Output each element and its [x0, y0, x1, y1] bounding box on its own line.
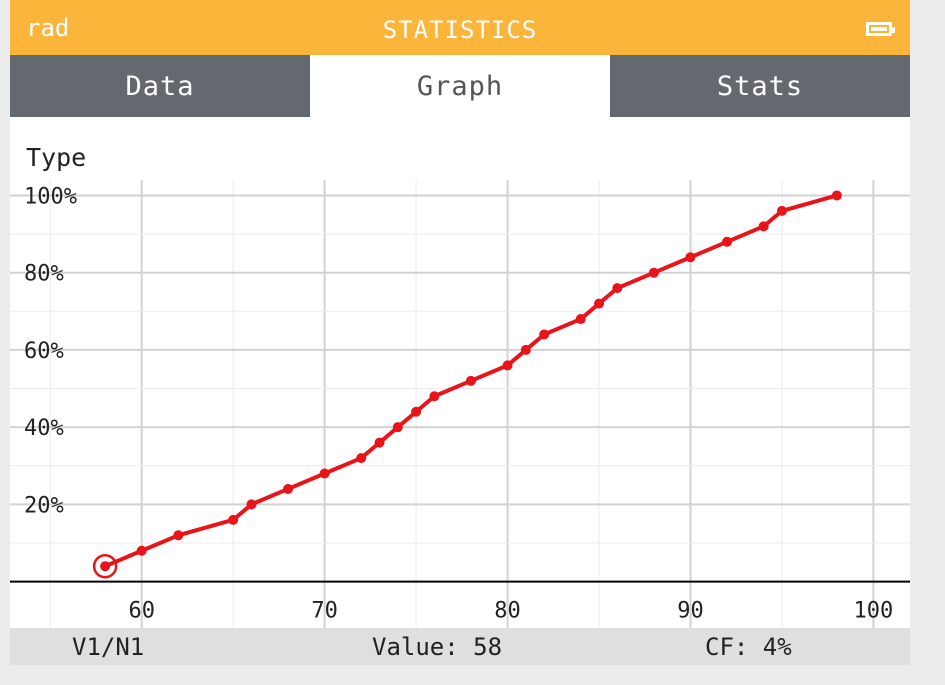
data-point [411, 406, 422, 417]
data-point [594, 298, 605, 309]
selected-value: Value: 58 [372, 633, 503, 661]
selection-cursor [92, 553, 118, 579]
calculator-screen: rad STATISTICS Data Graph Stats Type 20%… [10, 0, 910, 665]
tab-graph[interactable]: Graph [310, 55, 610, 117]
data-point [612, 283, 623, 294]
data-point [722, 236, 733, 247]
y-tick-label: 40% [24, 416, 64, 441]
data-point [246, 499, 257, 510]
cumulative-frequency: CF: 4% [705, 633, 792, 661]
data-point [319, 468, 330, 479]
app-title: STATISTICS [382, 16, 538, 44]
y-tick-label: 20% [24, 493, 64, 518]
data-point [648, 267, 659, 278]
battery-icon [866, 22, 895, 36]
tab-stats[interactable]: Stats [610, 55, 910, 117]
data-point [502, 360, 513, 371]
tab-bar: Data Graph Stats [10, 55, 910, 117]
chart-grid [10, 180, 910, 628]
data-point [374, 437, 385, 448]
data-point [429, 391, 440, 402]
data-point [575, 314, 586, 325]
tick-labels: 20% 40% 60% 80% 100% 60 70 80 90 100 [24, 184, 893, 623]
x-tick-label: 80 [494, 599, 521, 624]
status-bar: V1/N1 Value: 58 CF: 4% [10, 628, 910, 665]
data-point [758, 221, 769, 232]
y-tick-label: 100% [24, 184, 77, 209]
data-series [92, 190, 842, 579]
x-tick-label: 100 [854, 599, 894, 624]
data-point [356, 453, 367, 464]
data-point [539, 329, 550, 340]
data-point [173, 530, 184, 541]
data-point [776, 205, 787, 216]
data-point [392, 422, 403, 433]
data-point [685, 252, 696, 263]
tab-data[interactable]: Data [10, 55, 310, 117]
series-indicator: V1/N1 [72, 633, 145, 661]
y-tick-label: 80% [24, 262, 64, 287]
data-point [283, 483, 294, 494]
data-point [136, 545, 147, 556]
y-tick-label: 60% [24, 339, 64, 364]
data-point [100, 561, 111, 572]
title-bar: rad STATISTICS [10, 0, 910, 55]
data-point [831, 190, 842, 201]
x-tick-label: 70 [311, 599, 338, 624]
x-tick-label: 60 [128, 599, 155, 624]
cumulative-frequency-chart[interactable]: 20% 40% 60% 80% 100% 60 70 80 90 100 [10, 180, 910, 628]
angle-mode-indicator: rad [26, 14, 70, 42]
data-point [520, 344, 531, 355]
graph-type-label: Type [26, 143, 87, 172]
data-point [465, 375, 476, 386]
data-point [228, 514, 239, 525]
x-tick-label: 90 [677, 599, 704, 624]
